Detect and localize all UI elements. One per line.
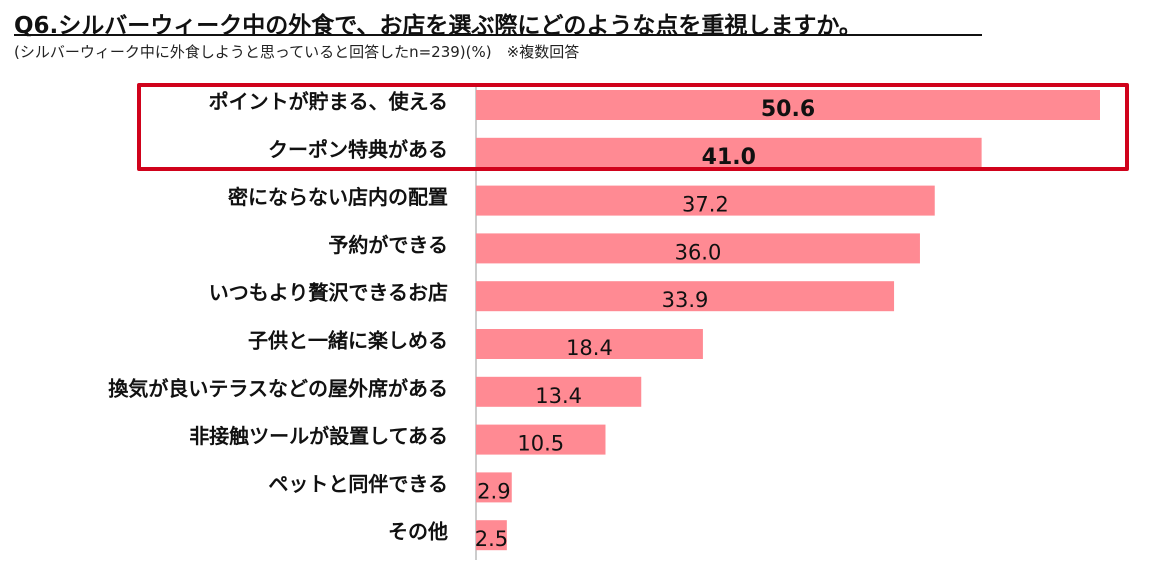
category-label: いつもより贅沢できるお店 bbox=[209, 281, 448, 305]
bar bbox=[476, 472, 512, 503]
category-label: その他 bbox=[388, 520, 448, 544]
bar bbox=[476, 520, 507, 551]
bar bbox=[476, 185, 935, 216]
category-label: 予約ができる bbox=[328, 233, 448, 257]
value-label: 10.5 bbox=[517, 432, 564, 456]
bar bbox=[476, 329, 703, 359]
value-label: 36.0 bbox=[675, 240, 722, 264]
bar bbox=[476, 424, 606, 455]
bar bbox=[476, 233, 920, 264]
bar bbox=[476, 281, 895, 312]
category-label: 換気が良いテラスなどの屋外席がある bbox=[108, 376, 448, 400]
value-label: 13.4 bbox=[535, 384, 582, 408]
category-label: クーポン特典がある bbox=[268, 137, 448, 161]
value-label: 50.6 bbox=[761, 97, 815, 122]
bar bbox=[476, 376, 642, 407]
bar bbox=[476, 137, 982, 168]
highlight-box bbox=[137, 83, 1129, 171]
value-label: 41.0 bbox=[702, 145, 756, 170]
value-label: 37.2 bbox=[682, 193, 729, 217]
category-label: 密にならない店内の配置 bbox=[228, 185, 448, 209]
value-label: 2.5 bbox=[475, 527, 508, 551]
bar bbox=[476, 90, 1100, 120]
chart-subtitle: (シルバーウィーク中に外食しようと思っていると回答したn=239)(%) ※複数… bbox=[14, 43, 580, 61]
category-label: ポイントが貯まる、使える bbox=[209, 90, 448, 114]
value-label: 33.9 bbox=[662, 288, 709, 312]
title-underline bbox=[14, 34, 982, 36]
category-label: 非接触ツールが設置してある bbox=[189, 424, 448, 448]
category-label: ペットと同伴できる bbox=[268, 472, 448, 496]
value-label: 2.9 bbox=[477, 479, 510, 503]
value-label: 18.4 bbox=[566, 336, 613, 360]
category-label: 子供と一緒に楽しめる bbox=[248, 329, 448, 353]
